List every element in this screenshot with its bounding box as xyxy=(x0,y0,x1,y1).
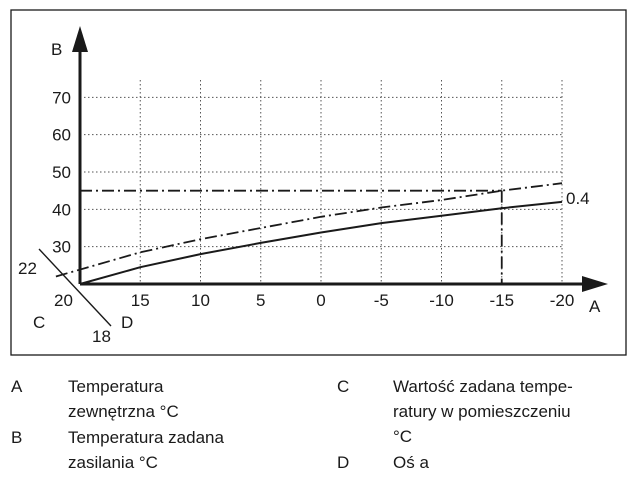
chart-frame xyxy=(10,9,627,356)
series-label: 0.4 xyxy=(566,189,590,208)
legend-text-d-line1: Oś a xyxy=(393,453,429,472)
offset-upper-value: 22 xyxy=(18,259,37,278)
legend: A Temperatura zewnętrzna °C B Temperatur… xyxy=(0,365,640,480)
x-tick-label: -15 xyxy=(489,291,514,310)
legend-text-c-line2: ratury w pomieszczeniu xyxy=(393,402,571,421)
y-axis-arrow xyxy=(72,26,88,52)
series-line-solid xyxy=(79,200,563,285)
legend-key-a: A xyxy=(11,377,23,396)
legend-text-b-line1: Temperatura zadana xyxy=(68,428,224,447)
legend-text-c-line1: Wartość zadana tempe- xyxy=(393,377,573,396)
heating-curve-chart: B A 20 22 18 C D 0.4 15 10 5 0 -5 -10 -15 -20 3… xyxy=(10,9,627,356)
x-axis-letter: A xyxy=(589,297,601,316)
x-tick-label: 15 xyxy=(131,291,150,310)
legend-text-c-line3: °C xyxy=(393,427,413,446)
x-tick-label: -5 xyxy=(374,291,389,310)
legend-key-b: B xyxy=(11,428,23,447)
x-tick-label: -10 xyxy=(429,291,454,310)
y-tick-label: 60 xyxy=(52,126,71,145)
legend-text-a-line2: zewnętrzna °C xyxy=(68,402,179,421)
offset-axis-line xyxy=(38,248,112,327)
legend-text-a-line1: Temperatura xyxy=(68,377,164,396)
y-tick-label: 40 xyxy=(52,200,71,219)
y-tick-labels: 30 40 50 60 70 xyxy=(52,88,71,256)
axes xyxy=(38,26,608,327)
y-axis-letter: B xyxy=(51,40,62,59)
series-layer xyxy=(55,182,563,285)
x-tick-label: -20 xyxy=(550,291,575,310)
x-tick-label: 0 xyxy=(316,291,325,310)
y-tick-label: 30 xyxy=(52,238,71,257)
legend-key-c: C xyxy=(337,377,350,396)
x-tick-labels: 15 10 5 0 -5 -10 -15 -20 xyxy=(131,291,575,310)
y-tick-label: 50 xyxy=(52,163,71,182)
legend-text-b-line2: zasilania °C xyxy=(68,453,158,472)
x-tick-label: 10 xyxy=(191,291,210,310)
y-tick-label: 70 xyxy=(52,88,71,107)
offset-letter-d: D xyxy=(121,313,133,332)
grid-lines xyxy=(80,80,563,284)
offset-lower-value: 18 xyxy=(92,327,111,346)
x-axis-arrow xyxy=(582,276,608,292)
legend-key-d: D xyxy=(337,453,350,472)
origin-label: 20 xyxy=(54,291,73,310)
x-tick-label: 5 xyxy=(256,291,265,310)
series-line-dashdot xyxy=(55,182,563,278)
chart-labels: B A 20 22 18 C D 0.4 xyxy=(18,40,601,346)
offset-letter-c: C xyxy=(33,313,45,332)
